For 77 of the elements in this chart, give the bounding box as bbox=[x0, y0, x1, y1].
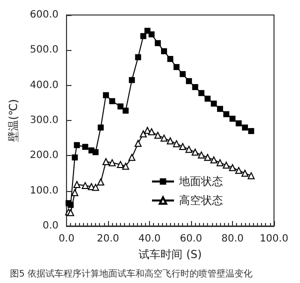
x-tick-label: 0.0 bbox=[58, 234, 74, 244]
point bbox=[140, 130, 147, 138]
point bbox=[192, 84, 198, 90]
point bbox=[117, 103, 124, 110]
point bbox=[148, 128, 156, 136]
point bbox=[248, 172, 255, 180]
x-tick-label: 60.0 bbox=[180, 234, 202, 244]
point bbox=[192, 148, 199, 156]
point bbox=[144, 126, 151, 134]
point bbox=[71, 189, 78, 196]
point bbox=[198, 90, 204, 96]
point bbox=[198, 151, 205, 158]
point bbox=[179, 143, 186, 150]
x-tick-label: 20.0 bbox=[96, 234, 120, 244]
point bbox=[92, 184, 100, 191]
point bbox=[173, 64, 180, 70]
point bbox=[185, 146, 192, 153]
point bbox=[98, 124, 104, 131]
point bbox=[82, 144, 88, 150]
x-axis-title: 试车时间 (S) bbox=[138, 248, 202, 261]
point bbox=[186, 78, 192, 84]
y-axis-title: 壁温(℃) bbox=[7, 99, 20, 142]
point bbox=[210, 156, 218, 164]
y-tick-label: 400.0 bbox=[30, 80, 59, 91]
point bbox=[217, 106, 224, 112]
point bbox=[148, 31, 155, 38]
point bbox=[92, 149, 99, 156]
point bbox=[154, 40, 161, 46]
point bbox=[204, 96, 211, 102]
legend-label: 地面状态 bbox=[178, 175, 223, 188]
point bbox=[166, 137, 174, 144]
point bbox=[161, 48, 168, 54]
y-tick-label: 300.0 bbox=[30, 115, 59, 126]
y-tick-label: 500.0 bbox=[30, 44, 59, 56]
caption: 图5 依据试车程序计算地面试车和高空飞行时的喷管壁温变化 bbox=[10, 268, 253, 280]
point bbox=[167, 56, 174, 62]
point bbox=[82, 182, 89, 190]
point bbox=[122, 108, 129, 114]
legend-label: 高空状态 bbox=[179, 194, 223, 207]
point bbox=[73, 181, 80, 188]
point bbox=[154, 132, 162, 139]
point bbox=[223, 111, 230, 118]
point bbox=[172, 140, 180, 148]
point bbox=[210, 100, 217, 107]
point bbox=[128, 154, 136, 161]
x-tick-label: 80.0 bbox=[221, 234, 244, 244]
point bbox=[236, 120, 242, 126]
x-tick-label: 100.0 bbox=[260, 234, 288, 244]
point bbox=[204, 154, 212, 161]
y-tick-label: 0.0 bbox=[42, 220, 59, 232]
point bbox=[229, 164, 236, 172]
point bbox=[242, 124, 248, 131]
point bbox=[241, 170, 248, 177]
point bbox=[102, 158, 110, 166]
point bbox=[222, 162, 230, 169]
point bbox=[74, 142, 80, 148]
y-tick-label: 200.0 bbox=[30, 150, 59, 162]
point bbox=[235, 166, 242, 174]
point bbox=[134, 140, 142, 147]
point bbox=[122, 162, 130, 170]
y-tick-label: 100.0 bbox=[30, 185, 59, 196]
point bbox=[180, 71, 186, 78]
point bbox=[72, 154, 78, 160]
point bbox=[108, 159, 116, 166]
point bbox=[230, 116, 236, 122]
point bbox=[116, 160, 124, 168]
point bbox=[216, 159, 224, 166]
x-tick-label: 40.0 bbox=[138, 234, 161, 244]
point bbox=[109, 98, 116, 104]
point bbox=[102, 92, 109, 98]
y-tick-label: 600.0 bbox=[30, 10, 59, 20]
point bbox=[135, 54, 142, 60]
point bbox=[140, 33, 146, 40]
point bbox=[97, 178, 104, 186]
point bbox=[160, 134, 168, 142]
point bbox=[128, 77, 135, 84]
point bbox=[248, 128, 254, 134]
